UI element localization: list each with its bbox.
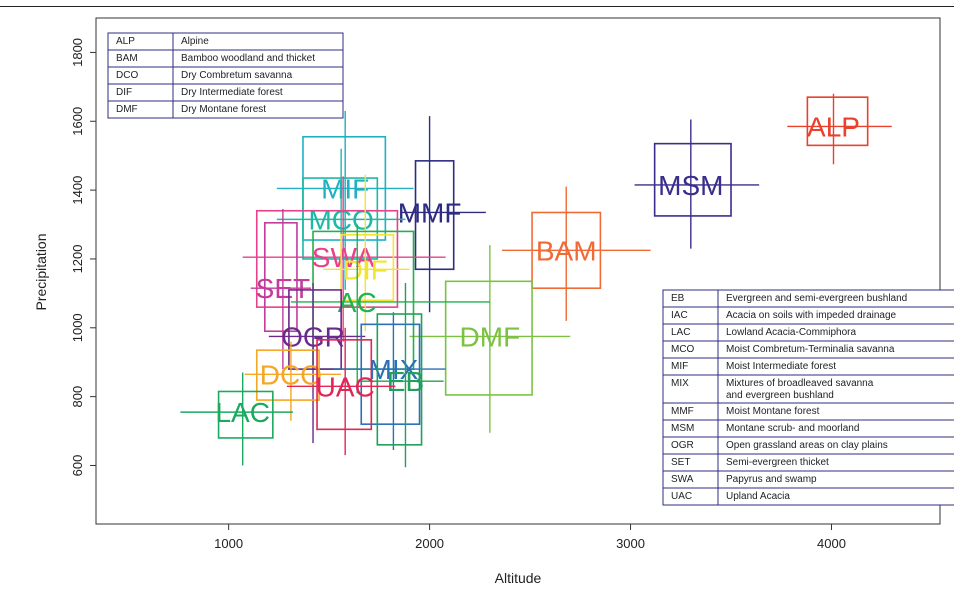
- legend-description: Lowland Acacia-Commiphora: [726, 327, 857, 338]
- legend-description: Upland Acacia: [726, 491, 790, 502]
- legend-code: MCO: [671, 344, 695, 355]
- legend-code: SWA: [671, 474, 694, 485]
- legend-description: Mixtures of broadleaved savanna and everg…: [726, 378, 874, 401]
- code-label-mmf: MMF: [398, 197, 462, 228]
- series-mmf: MMF: [398, 116, 486, 313]
- code-label-ogr: OGR: [281, 321, 345, 352]
- legend-description: Bamboo woodland and thicket: [181, 53, 315, 64]
- legend-description: Dry Combretum savanna: [181, 70, 293, 81]
- series-eb: EB: [359, 283, 444, 468]
- box-ogr: [288, 289, 342, 370]
- top-rule: [0, 6, 954, 7]
- legend-code: DIF: [116, 87, 132, 98]
- box-mmf: [414, 160, 455, 271]
- x-tick-label: 4000: [817, 536, 846, 551]
- code-label-swa: SWA: [312, 242, 375, 273]
- series-dmf: DMF: [409, 245, 571, 433]
- legend-code: SET: [671, 457, 690, 468]
- box-dif: [340, 234, 395, 302]
- legend-top: ALP Alpine BAM Bamboo woodland and thicket D…: [107, 32, 344, 119]
- box-alp: [806, 96, 869, 147]
- series-mco: MCO: [276, 148, 406, 294]
- series-dco: DCO: [244, 341, 342, 421]
- legend-bottom: EB Evergreen and semi-evergreen bushland I…: [662, 289, 954, 506]
- box-msm: [653, 142, 732, 217]
- legend-description: Papyrus and swamp: [726, 474, 817, 485]
- y-tick-label: 1000: [70, 313, 85, 342]
- legend-code: IAC: [671, 310, 688, 321]
- box-swa: [255, 209, 399, 308]
- legend-description: Acacia on soils with impeded drainage: [726, 310, 897, 321]
- legend-description: Semi-evergreen thicket: [726, 457, 829, 468]
- x-tick-label: 2000: [415, 536, 444, 551]
- code-label-uac: UAC: [316, 371, 375, 402]
- series-swa: SWA: [242, 176, 446, 342]
- legend-code: MMF: [671, 406, 694, 417]
- box-dmf: [444, 280, 533, 396]
- legend-code: DCO: [116, 70, 138, 81]
- legend-code: MIF: [671, 361, 688, 372]
- y-axis-title: Precipitation: [33, 233, 49, 310]
- series-msm: MSM: [634, 119, 760, 249]
- code-label-bam: BAM: [536, 235, 597, 266]
- y-tick-label: 600: [70, 455, 85, 477]
- legend-code: EB: [671, 293, 685, 304]
- code-label-lac: LAC: [215, 397, 269, 428]
- series-uac: UAC: [286, 327, 396, 456]
- series-alp: ALP: [787, 93, 892, 165]
- series-set: SET: [250, 209, 312, 370]
- box-lac: [217, 390, 274, 439]
- legend-description: Evergreen and semi-evergreen bushland: [726, 293, 907, 304]
- legend-bottom-frame: [662, 289, 954, 506]
- code-label-dif: DIF: [343, 254, 388, 285]
- y-tick-label: 1200: [70, 244, 85, 273]
- series-ogr: OGR: [268, 283, 366, 444]
- legend-description: Open grassland areas on clay plains: [726, 440, 888, 451]
- legend-code: LAC: [671, 327, 690, 338]
- legend-description: Moist Intermediate forest: [726, 361, 836, 372]
- legend-description: Dry Montane forest: [181, 104, 266, 115]
- code-label-alp: ALP: [807, 111, 860, 142]
- legend-code: MSM: [671, 423, 694, 434]
- box-mco: [302, 177, 379, 260]
- box-set: [263, 222, 298, 333]
- legend-top-frame: [107, 32, 344, 119]
- box-uac: [316, 339, 373, 431]
- legend-code: ALP: [116, 36, 135, 47]
- series-lac: LAC: [180, 372, 293, 466]
- legend-description: Dry Intermediate forest: [181, 87, 283, 98]
- legend-description: Moist Montane forest: [726, 406, 820, 417]
- x-tick-label: 1000: [214, 536, 243, 551]
- code-label-eb: EB: [387, 366, 424, 397]
- legend-description: Alpine: [181, 36, 209, 47]
- plot-frame: [95, 17, 941, 525]
- legend-code: OGR: [671, 440, 694, 451]
- legend-description: Moist Combretum-Terminalia savanna: [726, 344, 895, 355]
- y-tick-label: 1600: [70, 107, 85, 136]
- legend-code: MIX: [671, 378, 689, 389]
- legend-code: DMF: [116, 104, 138, 115]
- box-mix: [360, 323, 421, 425]
- code-label-dco: DCO: [260, 359, 322, 390]
- series-dif: DIF: [323, 174, 410, 332]
- code-label-set: SET: [256, 273, 310, 304]
- x-axis-title: Altitude: [495, 570, 542, 586]
- box-dco: [255, 349, 320, 401]
- code-label-msm: MSM: [658, 170, 723, 201]
- code-label-ac: AC: [338, 287, 377, 318]
- y-tick-label: 1400: [70, 176, 85, 205]
- series-bam: BAM: [501, 186, 651, 321]
- code-label-mco: MCO: [308, 204, 373, 235]
- y-tick-label: 800: [70, 386, 85, 408]
- legend-code: BAM: [116, 53, 138, 64]
- legend-code: UAC: [671, 491, 692, 502]
- code-label-dmf: DMF: [460, 321, 521, 352]
- box-eb: [376, 313, 423, 446]
- axes: 1000 2000 3000 4000 600 800 1000 1200 1400 1600 18…: [70, 38, 846, 551]
- legend-description: Montane scrub- and moorland: [726, 423, 859, 434]
- x-tick-label: 3000: [616, 536, 645, 551]
- y-tick-label: 1800: [70, 38, 85, 67]
